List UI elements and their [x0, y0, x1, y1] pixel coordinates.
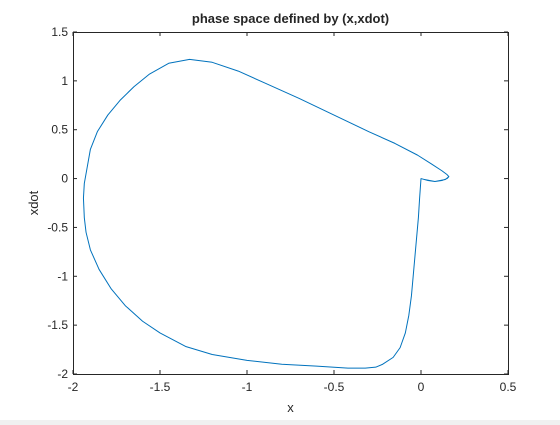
x-tick-label: 0.5	[500, 380, 517, 394]
x-tick-label: -1	[242, 380, 253, 394]
y-axis-label: xdot	[26, 190, 41, 215]
chart-title: phase space defined by (x,xdot)	[192, 11, 389, 26]
y-tick-label: 0.5	[51, 123, 68, 137]
x-tick-label: 0	[418, 380, 425, 394]
x-axis-label: x	[287, 400, 294, 415]
y-tick-label: 1.5	[51, 25, 68, 39]
y-tick-label: -1	[57, 269, 68, 283]
y-tick-label: 0	[61, 172, 68, 186]
y-tick-label: -0.5	[47, 220, 68, 234]
y-tick-label: 1	[61, 74, 68, 88]
x-tick-label: -0.5	[324, 380, 345, 394]
x-tick-label: -2	[68, 380, 79, 394]
y-tick-label: -2	[57, 367, 68, 381]
y-tick-label: -1.5	[47, 318, 68, 332]
x-tick-label: -1.5	[150, 380, 171, 394]
